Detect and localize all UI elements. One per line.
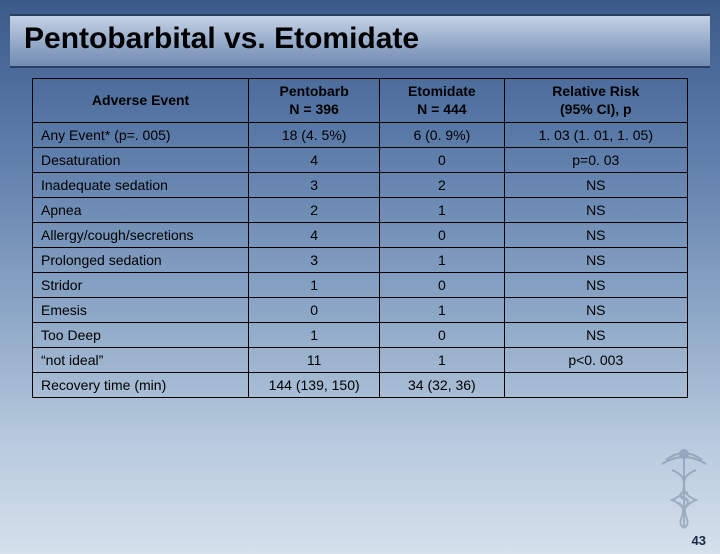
table-row: Apnea21NS [33,198,688,223]
table-row: Too Deep10NS [33,323,688,348]
table-row: Stridor10NS [33,273,688,298]
slide-title: Pentobarbital vs. Etomidate [24,22,696,56]
table-body: Any Event* (p=. 005)18 (4. 5%)6 (0. 9%)1… [33,123,688,398]
cell-relative-risk [504,373,687,398]
cell-relative-risk: p=0. 03 [504,148,687,173]
row-label: Inadequate sedation [33,173,249,198]
row-label: Desaturation [33,148,249,173]
cell-relative-risk: p<0. 003 [504,348,687,373]
adverse-events-table: Adverse Event PentobarbN = 396 Etomidate… [32,78,688,398]
cell-etomidate: 34 (32, 36) [380,373,504,398]
cell-pentobarb: 3 [249,248,380,273]
data-table-wrap: Adverse Event PentobarbN = 396 Etomidate… [32,78,688,398]
cell-etomidate: 0 [380,148,504,173]
row-label: Too Deep [33,323,249,348]
cell-pentobarb: 3 [249,173,380,198]
cell-etomidate: 0 [380,273,504,298]
cell-etomidate: 1 [380,298,504,323]
row-label: Allergy/cough/secretions [33,223,249,248]
cell-pentobarb: 0 [249,298,380,323]
col-header-adverse-event: Adverse Event [33,79,249,123]
cell-pentobarb: 11 [249,348,380,373]
table-row: Emesis01NS [33,298,688,323]
cell-relative-risk: NS [504,198,687,223]
cell-pentobarb: 144 (139, 150) [249,373,380,398]
row-label: Any Event* (p=. 005) [33,123,249,148]
row-label: Emesis [33,298,249,323]
cell-etomidate: 1 [380,198,504,223]
cell-pentobarb: 1 [249,273,380,298]
table-row: Inadequate sedation32NS [33,173,688,198]
cell-pentobarb: 4 [249,148,380,173]
col-header-relative-risk: Relative Risk(95% CI), p [504,79,687,123]
col-header-pentobarb: PentobarbN = 396 [249,79,380,123]
table-row: Any Event* (p=. 005)18 (4. 5%)6 (0. 9%)1… [33,123,688,148]
cell-pentobarb: 1 [249,323,380,348]
cell-relative-risk: NS [504,273,687,298]
cell-relative-risk: NS [504,223,687,248]
cell-relative-risk: NS [504,248,687,273]
table-row: “not ideal”111p<0. 003 [33,348,688,373]
cell-etomidate: 0 [380,323,504,348]
table-row: Recovery time (min)144 (139, 150)34 (32,… [33,373,688,398]
row-label: Recovery time (min) [33,373,249,398]
col-header-etomidate: EtomidateN = 444 [380,79,504,123]
table-row: Desaturation40p=0. 03 [33,148,688,173]
cell-etomidate: 0 [380,223,504,248]
cell-relative-risk: NS [504,323,687,348]
table-row: Allergy/cough/secretions40NS [33,223,688,248]
cell-pentobarb: 18 (4. 5%) [249,123,380,148]
cell-etomidate: 6 (0. 9%) [380,123,504,148]
caduceus-icon: $ [654,446,714,536]
cell-relative-risk: NS [504,298,687,323]
row-label: Apnea [33,198,249,223]
cell-etomidate: 2 [380,173,504,198]
row-label: Stridor [33,273,249,298]
cell-pentobarb: 2 [249,198,380,223]
cell-relative-risk: NS [504,173,687,198]
slide-number: 43 [692,533,706,548]
cell-etomidate: 1 [380,248,504,273]
table-row: Prolonged sedation31NS [33,248,688,273]
table-header-row: Adverse Event PentobarbN = 396 Etomidate… [33,79,688,123]
svg-text:$: $ [679,486,690,511]
title-band: Pentobarbital vs. Etomidate [10,14,710,68]
cell-etomidate: 1 [380,348,504,373]
cell-pentobarb: 4 [249,223,380,248]
cell-relative-risk: 1. 03 (1. 01, 1. 05) [504,123,687,148]
row-label: Prolonged sedation [33,248,249,273]
row-label: “not ideal” [33,348,249,373]
